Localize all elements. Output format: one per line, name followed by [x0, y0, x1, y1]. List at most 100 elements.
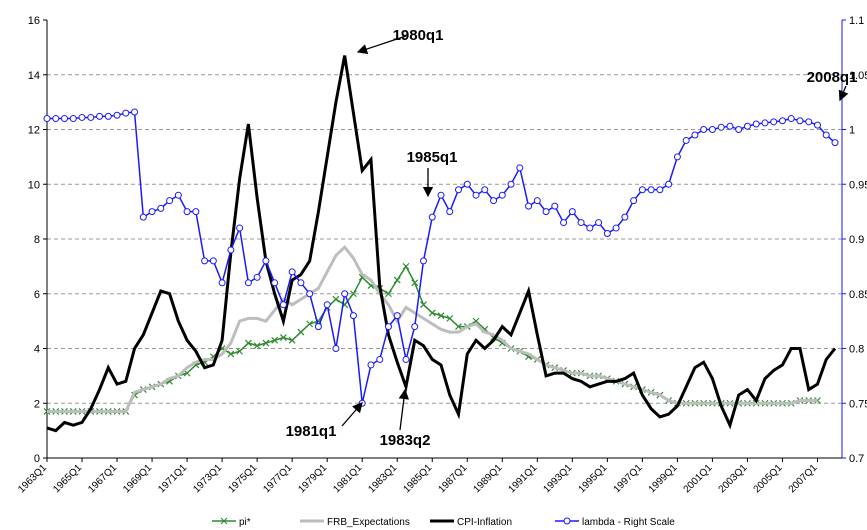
marker — [455, 186, 463, 194]
marker — [174, 191, 182, 199]
series-line — [47, 245, 818, 413]
y-tick-label: 14 — [28, 70, 40, 82]
marker — [218, 279, 226, 287]
annotation: 1980q1 — [393, 27, 444, 44]
marker — [271, 336, 279, 344]
marker — [428, 309, 436, 317]
marker — [113, 111, 121, 119]
marker-cross — [271, 336, 279, 344]
marker — [183, 208, 191, 216]
marker — [490, 197, 498, 205]
marker — [227, 350, 235, 358]
marker-cross — [385, 290, 392, 298]
marker — [96, 112, 104, 120]
marker — [385, 290, 392, 298]
marker — [350, 290, 357, 298]
series — [47, 245, 818, 413]
marker — [87, 113, 95, 121]
y-tick-label: 4 — [34, 344, 40, 356]
marker — [682, 136, 690, 144]
series — [46, 55, 837, 433]
y-tick-label: 16 — [28, 15, 40, 27]
marker — [525, 202, 533, 210]
x-tick-label: 1985Q1 — [401, 462, 434, 495]
marker-cross — [279, 334, 287, 341]
marker-cross — [420, 301, 427, 309]
marker — [411, 279, 419, 287]
x-tick-label: 1973Q1 — [191, 462, 224, 495]
marker — [752, 120, 760, 128]
marker — [244, 279, 252, 287]
marker — [691, 131, 699, 139]
marker — [384, 323, 392, 331]
y-tick-label: 6 — [34, 289, 40, 301]
x-tick-label: 1995Q1 — [577, 462, 610, 495]
marker — [148, 208, 156, 216]
x-tick-label: 1969Q1 — [121, 462, 154, 495]
marker — [306, 290, 314, 298]
marker — [420, 301, 427, 309]
legend-label: CPI-Inflation — [457, 517, 512, 528]
y-tick-label: 8 — [34, 234, 40, 246]
marker — [227, 246, 235, 254]
x-tick-label: 1989Q1 — [471, 462, 504, 495]
marker-cross — [428, 309, 436, 317]
marker — [323, 301, 331, 309]
y2-tick-label: 0.7 — [849, 453, 864, 465]
marker — [279, 301, 287, 309]
marker-cross — [446, 314, 454, 322]
marker-cross — [253, 342, 261, 350]
marker — [813, 121, 821, 129]
marker — [612, 224, 620, 232]
marker — [279, 334, 287, 341]
legend-marker — [220, 517, 228, 525]
x-tick-label: 2001Q1 — [682, 462, 715, 495]
marker — [428, 213, 436, 221]
marker — [814, 397, 821, 404]
x-tick-label: 1971Q1 — [156, 462, 189, 495]
marker — [78, 113, 86, 121]
marker-cross — [455, 323, 462, 331]
marker — [743, 122, 751, 130]
marker — [262, 257, 270, 265]
marker — [271, 279, 279, 287]
marker — [166, 197, 174, 205]
marker — [507, 180, 515, 188]
annotation: 1985q1 — [407, 149, 458, 166]
marker — [69, 115, 77, 123]
x-tick-label: 1999Q1 — [647, 462, 680, 495]
marker — [393, 312, 401, 320]
marker — [647, 186, 655, 194]
marker — [735, 126, 743, 133]
y2-tick-label: 1.05 — [849, 70, 867, 82]
marker — [700, 126, 708, 133]
marker — [306, 320, 314, 328]
annotation-arrow — [838, 85, 849, 102]
marker — [708, 126, 716, 133]
marker — [349, 312, 357, 320]
marker — [393, 276, 401, 284]
marker — [297, 328, 305, 336]
marker — [463, 180, 471, 188]
marker — [131, 108, 139, 116]
marker — [297, 279, 305, 287]
marker — [43, 115, 51, 123]
y2-tick-label: 0.75 — [849, 398, 867, 410]
marker — [630, 197, 638, 205]
marker — [673, 153, 681, 161]
marker-cross — [288, 336, 296, 344]
marker — [262, 339, 270, 347]
marker — [577, 219, 585, 227]
legend-item: pi* — [212, 517, 251, 528]
marker — [586, 224, 594, 232]
marker — [236, 347, 244, 355]
marker-cross — [393, 276, 401, 284]
y2-tick-label: 0.8 — [849, 344, 864, 356]
marker — [568, 208, 576, 216]
marker — [139, 213, 147, 221]
marker — [831, 139, 839, 147]
annotation: 1981q1 — [286, 423, 337, 440]
series-line — [46, 55, 837, 433]
marker — [437, 191, 445, 199]
y2-tick-label: 0.9 — [849, 234, 864, 246]
